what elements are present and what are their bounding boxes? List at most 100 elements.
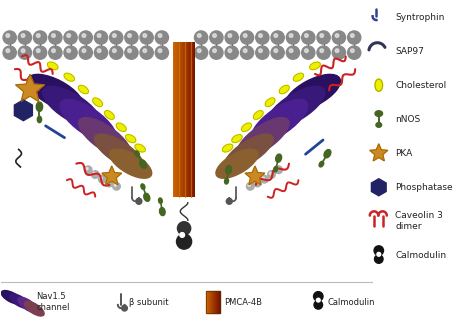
Circle shape	[194, 46, 208, 59]
Circle shape	[271, 31, 284, 44]
Circle shape	[274, 34, 278, 38]
Circle shape	[228, 49, 232, 52]
Bar	[212, 291, 213, 313]
Circle shape	[158, 34, 162, 38]
Ellipse shape	[232, 134, 242, 143]
Circle shape	[3, 31, 16, 44]
Circle shape	[289, 49, 293, 52]
Circle shape	[125, 46, 138, 59]
Ellipse shape	[1, 290, 22, 304]
Bar	[192, 42, 193, 197]
Circle shape	[268, 171, 275, 178]
Bar	[194, 42, 195, 197]
Circle shape	[34, 46, 47, 59]
Circle shape	[320, 49, 324, 52]
Circle shape	[79, 46, 92, 59]
Ellipse shape	[241, 123, 252, 131]
Circle shape	[177, 222, 191, 235]
Bar	[180, 42, 181, 197]
Bar	[179, 42, 180, 197]
Ellipse shape	[37, 116, 42, 123]
Circle shape	[128, 34, 131, 38]
Ellipse shape	[36, 102, 43, 112]
Text: Cholesterol: Cholesterol	[395, 81, 447, 90]
Ellipse shape	[27, 74, 83, 111]
Bar	[187, 42, 188, 197]
Circle shape	[3, 46, 16, 59]
Circle shape	[225, 31, 238, 44]
Circle shape	[276, 168, 279, 170]
Bar	[211, 291, 212, 313]
Bar	[181, 42, 182, 197]
Circle shape	[240, 46, 254, 59]
Text: PKA: PKA	[395, 149, 412, 158]
Circle shape	[213, 49, 217, 52]
Circle shape	[91, 171, 99, 178]
Ellipse shape	[64, 73, 74, 81]
Circle shape	[320, 34, 324, 38]
Circle shape	[158, 49, 162, 52]
Circle shape	[21, 49, 25, 52]
Text: Nav1.5
channel: Nav1.5 channel	[36, 292, 70, 312]
Circle shape	[274, 49, 278, 52]
Circle shape	[36, 34, 40, 38]
Circle shape	[261, 175, 268, 183]
Circle shape	[86, 168, 88, 170]
Circle shape	[374, 255, 383, 263]
Bar	[214, 291, 215, 313]
Circle shape	[106, 179, 113, 187]
Bar	[193, 42, 194, 197]
Circle shape	[109, 31, 123, 44]
Circle shape	[155, 31, 168, 44]
Circle shape	[82, 49, 86, 52]
Circle shape	[125, 31, 138, 44]
Ellipse shape	[9, 294, 29, 308]
Bar	[209, 291, 210, 313]
Circle shape	[64, 46, 77, 59]
Circle shape	[84, 166, 92, 174]
Text: Phosphatase: Phosphatase	[395, 183, 453, 192]
Circle shape	[67, 34, 71, 38]
Bar	[190, 42, 191, 197]
Bar	[184, 42, 185, 197]
Circle shape	[301, 46, 315, 59]
Circle shape	[140, 46, 153, 59]
Ellipse shape	[60, 99, 116, 143]
Circle shape	[301, 31, 315, 44]
Circle shape	[18, 31, 31, 44]
Circle shape	[213, 34, 217, 38]
Circle shape	[243, 34, 247, 38]
Ellipse shape	[116, 123, 126, 131]
Circle shape	[377, 252, 381, 256]
Circle shape	[275, 166, 283, 174]
Bar	[182, 42, 183, 197]
Text: Calmodulin: Calmodulin	[395, 251, 447, 260]
Bar	[185, 42, 186, 197]
Ellipse shape	[375, 79, 383, 91]
Text: nNOS: nNOS	[395, 115, 420, 124]
Circle shape	[317, 46, 330, 59]
Bar	[217, 291, 218, 313]
Polygon shape	[102, 166, 122, 185]
Circle shape	[286, 46, 300, 59]
Ellipse shape	[94, 134, 143, 170]
Circle shape	[34, 31, 47, 44]
Circle shape	[332, 31, 346, 44]
Circle shape	[52, 49, 55, 52]
Ellipse shape	[254, 111, 263, 119]
Polygon shape	[372, 179, 386, 196]
Circle shape	[114, 184, 117, 186]
Circle shape	[52, 34, 55, 38]
Circle shape	[176, 234, 191, 249]
Ellipse shape	[141, 184, 145, 189]
Circle shape	[155, 46, 168, 59]
Ellipse shape	[279, 85, 289, 94]
Ellipse shape	[310, 62, 320, 70]
Ellipse shape	[104, 111, 114, 119]
Circle shape	[350, 34, 354, 38]
Text: Caveolin 3
dimer: Caveolin 3 dimer	[395, 211, 443, 231]
Circle shape	[21, 34, 25, 38]
Text: PMCA-4B: PMCA-4B	[224, 297, 262, 306]
Ellipse shape	[274, 166, 278, 172]
Ellipse shape	[216, 149, 258, 178]
